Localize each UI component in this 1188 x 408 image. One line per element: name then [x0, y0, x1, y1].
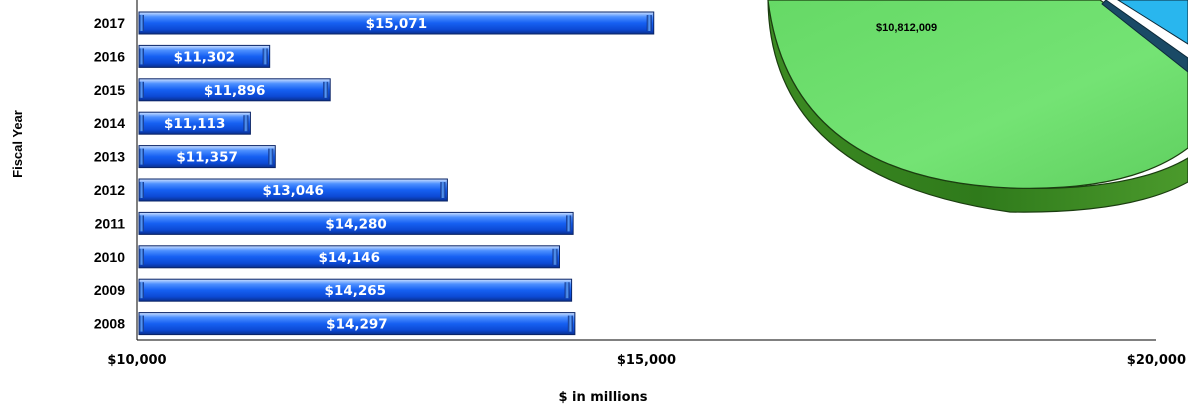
- pie-chart: $10,812,009: [767, 0, 1188, 213]
- bar-cap-right-2009: [564, 282, 570, 299]
- y-tick-label-2008: 2008: [94, 316, 125, 332]
- pie-slice-blue-side: [1101, 0, 1188, 73]
- bar-value-label-2014: $11,113: [164, 116, 226, 132]
- bar-value-label-2013: $11,357: [176, 150, 238, 166]
- y-tick-label-2014: 2014: [94, 115, 125, 131]
- bar-cap-left-2009: [139, 282, 144, 299]
- x-axis-title: $ in millions: [558, 390, 647, 405]
- x-tick-label-20000: $20,000: [1127, 353, 1186, 368]
- bar-value-label-2016: $11,302: [174, 49, 236, 65]
- pie-slice-blue: [1117, 0, 1188, 45]
- bar-cap-left-2011: [139, 215, 144, 232]
- y-tick-label-2015: 2015: [94, 82, 125, 98]
- y-axis-title: Fiscal Year: [10, 110, 25, 178]
- y-tick-label-2017: 2017: [94, 15, 125, 31]
- pie-slice-green: [767, 0, 1188, 189]
- bar-value-label-2011: $14,280: [325, 216, 387, 232]
- bar-cap-left-2016: [139, 48, 144, 65]
- y-tick-labels: 2017 2016 2015 2014 2013 2012 2011 2010 2009 2008: [94, 15, 125, 332]
- bar-cap-left-2010: [139, 248, 144, 265]
- bar-value-label-2012: $13,046: [262, 183, 324, 199]
- bar-cap-left-2014: [139, 115, 144, 132]
- bar-value-label-2015: $11,896: [204, 83, 266, 99]
- bars-layer: $15,071 $11,302 $11,896 $11,113 $11,357 $13,0…: [138, 11, 655, 336]
- bar-cap-left-2013: [139, 148, 144, 165]
- bar-cap-right-2012: [440, 182, 446, 198]
- bar-cap-right-2015: [323, 81, 329, 98]
- x-tick-labels: $10,000 $15,000 $20,000: [107, 353, 1186, 368]
- bar-cap-right-2014: [243, 115, 249, 132]
- bar-value-label-2017: $15,071: [366, 16, 428, 32]
- y-tick-label-2012: 2012: [94, 182, 125, 198]
- bar-cap-left-2015: [139, 81, 144, 98]
- y-tick-label-2011: 2011: [95, 215, 126, 231]
- bar-cap-right-2010: [552, 248, 558, 265]
- y-tick-label-2016: 2016: [94, 48, 125, 64]
- bar-cap-right-2008: [567, 315, 573, 332]
- bar-cap-right-2011: [566, 215, 572, 232]
- x-tick-label-10000: $10,000: [107, 353, 166, 368]
- y-tick-label-2010: 2010: [94, 249, 125, 265]
- bar-value-label-2008: $14,297: [326, 317, 388, 333]
- bar-cap-left-2017: [139, 15, 144, 31]
- x-tick-label-15000: $15,000: [617, 353, 676, 368]
- y-tick-label-2009: 2009: [94, 282, 125, 298]
- bar-cap-right-2016: [262, 48, 268, 65]
- pie-slice-label: $10,812,009: [876, 22, 937, 34]
- bar-cap-left-2012: [139, 182, 144, 198]
- y-tick-label-2013: 2013: [94, 149, 125, 165]
- bar-cap-left-2008: [139, 315, 144, 332]
- bar-cap-right-2013: [268, 148, 274, 165]
- bar-cap-right-2017: [646, 15, 652, 31]
- bar-value-label-2009: $14,265: [325, 283, 387, 299]
- bar-value-label-2010: $14,146: [318, 250, 380, 266]
